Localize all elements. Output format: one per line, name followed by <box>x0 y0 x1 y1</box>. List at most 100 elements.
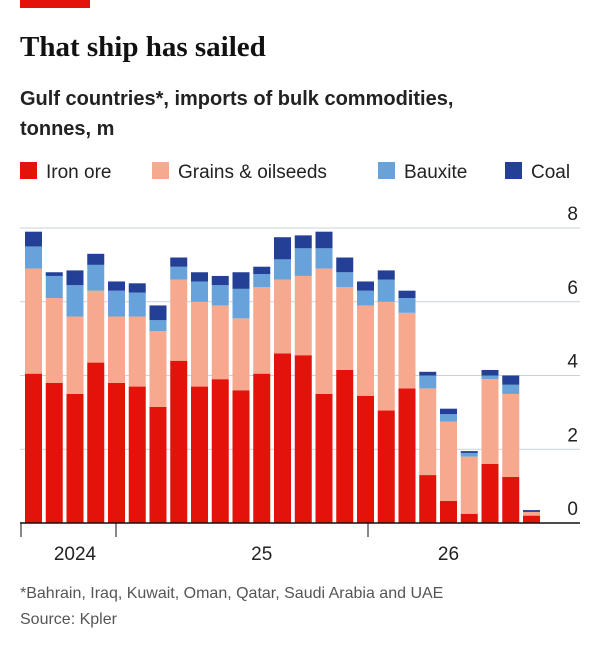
bar-segment <box>45 272 63 276</box>
x-tick-label: 25 <box>251 544 272 565</box>
bar-segment <box>398 290 416 299</box>
bar-segment <box>481 464 499 523</box>
chart-title: That ship has sailed <box>20 31 266 63</box>
bar-segment <box>149 406 167 523</box>
bar-segment <box>523 515 540 523</box>
bar-segment <box>66 285 84 317</box>
bar-segment <box>108 290 125 317</box>
x-tick-label: 2024 <box>54 544 97 565</box>
y-tick-label: 0 <box>567 499 578 520</box>
bar-segment <box>502 393 520 477</box>
bar-segment <box>274 353 291 523</box>
bar-segment <box>170 257 188 267</box>
y-tick-label: 2 <box>567 425 578 446</box>
bar-segment <box>336 369 354 523</box>
footnote: *Bahrain, Iraq, Kuwait, Oman, Qatar, Sau… <box>20 585 443 602</box>
bar-segment <box>315 393 333 523</box>
bar-segment <box>274 237 291 260</box>
bar-segment <box>149 320 167 332</box>
bar-segment <box>440 421 457 501</box>
bar-segment <box>315 248 333 269</box>
bar-segment <box>315 268 333 394</box>
bar-segment <box>149 305 167 321</box>
bar-segment <box>398 388 416 523</box>
bar-segment <box>25 231 42 247</box>
bar-segment <box>481 375 499 380</box>
bar-segment <box>460 452 478 457</box>
legend-label: Bauxite <box>404 162 467 183</box>
bar-segment <box>357 305 374 396</box>
y-tick-label: 4 <box>567 352 578 373</box>
bar-segment <box>481 369 499 376</box>
bar-segment <box>211 285 229 306</box>
bar-segment <box>377 279 395 302</box>
bar-segment <box>357 290 374 306</box>
bar-segment <box>25 246 42 269</box>
bar-segment <box>523 511 540 516</box>
bar-segment <box>170 279 188 361</box>
x-tick-label: 26 <box>438 544 459 565</box>
bar-segment <box>108 382 125 523</box>
bar-segment <box>170 266 188 280</box>
y-tick-label: 6 <box>567 278 578 299</box>
legend-label: Grains & oilseeds <box>178 162 327 183</box>
bar-segment <box>128 283 146 293</box>
bar-segment <box>87 253 105 265</box>
bar-segment <box>274 279 291 354</box>
legend-label: Coal <box>531 162 570 183</box>
source: Source: Kpler <box>20 611 118 628</box>
bar-segment <box>357 281 374 291</box>
bar-segment <box>419 371 437 376</box>
bar-segment <box>66 393 84 523</box>
subtitle: Gulf countries*, imports of bulk commodi… <box>20 88 453 110</box>
bar-segment <box>232 318 250 391</box>
legend-swatch <box>152 162 169 179</box>
bar-segment <box>108 281 125 291</box>
legend-label: Iron ore <box>46 162 111 183</box>
bar-segment <box>315 231 333 249</box>
bar-segment <box>66 270 84 286</box>
legend-swatch <box>378 162 395 179</box>
bar-segment <box>294 235 312 249</box>
bar-segment <box>25 373 42 523</box>
bar-segment <box>191 281 208 302</box>
bar-segment <box>128 292 146 317</box>
bar-segment <box>149 331 167 407</box>
bar-segment <box>460 456 478 514</box>
legend-swatch <box>20 162 37 179</box>
bar-segment <box>87 290 105 363</box>
bar-segment <box>294 355 312 523</box>
y-tick-label: 8 <box>567 204 578 225</box>
bar-segment <box>398 298 416 313</box>
bar-segment <box>211 379 229 523</box>
bar-segment <box>502 375 520 385</box>
bar-segment <box>440 414 457 422</box>
bar-segment <box>45 382 63 523</box>
bar-segment <box>502 476 520 523</box>
bar-segment <box>419 388 437 476</box>
bar-segment <box>336 272 354 287</box>
brand-bar <box>20 0 90 8</box>
bar-segment <box>170 360 188 523</box>
bar-segment <box>128 316 146 387</box>
bar-segment <box>377 410 395 523</box>
bar-segment <box>87 362 105 523</box>
bar-segment <box>45 298 63 383</box>
bar-segment <box>481 379 499 464</box>
bar-segment <box>128 386 146 523</box>
bar-segment <box>357 395 374 523</box>
bar-segment <box>294 248 312 276</box>
bar-segment <box>211 275 229 286</box>
bar-segment <box>108 316 125 383</box>
bar-segment <box>232 288 250 319</box>
bar-segment <box>253 287 271 374</box>
bar-segment <box>191 301 208 387</box>
bar-segment <box>253 274 271 287</box>
bar-segment <box>274 259 291 280</box>
bar-segment <box>377 270 395 280</box>
year-ticks <box>20 523 369 537</box>
bar-segment <box>460 513 478 523</box>
bar-segment <box>232 390 250 523</box>
bar-segment <box>419 375 437 389</box>
bar-segment <box>336 257 354 273</box>
